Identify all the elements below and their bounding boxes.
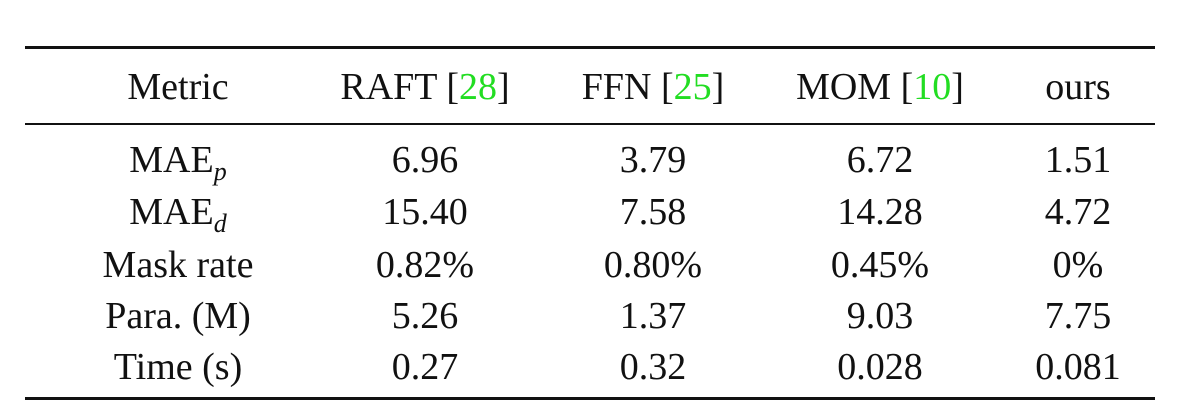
header-text: ] xyxy=(496,66,510,108)
value-cell: 14.28 xyxy=(837,193,923,231)
value-cell: 4.72 xyxy=(1045,193,1112,231)
value-cell: 5.26 xyxy=(392,297,459,335)
value: 5.26 xyxy=(391,295,459,337)
value-cell: 0.27 xyxy=(392,348,459,386)
value-cell: 0.028 xyxy=(837,348,923,386)
value-cell: 6.72 xyxy=(847,141,914,179)
value: 9.03 xyxy=(846,295,914,337)
value: 0% xyxy=(1052,244,1104,286)
value-cell: 0.45% xyxy=(831,246,929,284)
label-text: Mask rate xyxy=(102,244,254,286)
citation: 25 xyxy=(673,66,712,108)
value-cell: 0.82% xyxy=(376,246,474,284)
row-label: Mask rate xyxy=(103,246,254,284)
value: 0.80% xyxy=(603,244,703,286)
value-cell: 9.03 xyxy=(847,297,914,335)
value-cell: 3.79 xyxy=(620,141,687,179)
value: 0.82% xyxy=(375,244,475,286)
value: 3.79 xyxy=(619,139,687,181)
label-text: MAE xyxy=(129,139,214,181)
value: 0.32 xyxy=(619,346,687,388)
label-text: MAE xyxy=(129,191,214,233)
header-text: MOM [ xyxy=(796,66,914,108)
row-label: MAEp xyxy=(129,139,226,185)
value: 7.58 xyxy=(619,191,687,233)
value: 0.27 xyxy=(391,346,459,388)
header-text: ] xyxy=(951,66,964,108)
value-cell: 1.37 xyxy=(620,297,687,335)
header-text: ] xyxy=(711,66,725,108)
subscript: d xyxy=(213,209,227,238)
value-cell: 7.58 xyxy=(620,193,687,231)
value-cell: 0.081 xyxy=(1035,348,1121,386)
value-cell: 0.32 xyxy=(620,348,687,386)
header-cell: MOM [10] xyxy=(796,68,964,106)
value: 0.081 xyxy=(1035,346,1121,388)
value: 1.37 xyxy=(619,295,687,337)
value: 0.028 xyxy=(837,346,923,388)
value: 15.40 xyxy=(382,191,468,233)
header-text: RAFT [ xyxy=(340,66,459,108)
header-cell: Metric xyxy=(127,68,228,106)
header-text: Metric xyxy=(127,66,229,108)
label-text: Time (s) xyxy=(113,346,243,388)
header-text: FFN [ xyxy=(581,66,674,108)
value: 0.45% xyxy=(830,244,930,286)
header-cell: ours xyxy=(1045,68,1110,106)
value: 6.96 xyxy=(391,139,459,181)
row-label: Para. (M) xyxy=(105,297,251,335)
value-cell: 7.75 xyxy=(1045,297,1112,335)
citation: 28 xyxy=(458,66,497,108)
value-cell: 0.80% xyxy=(604,246,702,284)
value-cell: 15.40 xyxy=(382,193,468,231)
value: 14.28 xyxy=(837,191,923,233)
bottom-rule xyxy=(25,397,1155,400)
mid-rule xyxy=(25,123,1155,125)
citation: 10 xyxy=(913,66,952,108)
row-label: MAEd xyxy=(129,191,226,237)
value: 1.51 xyxy=(1044,139,1112,181)
value: 4.72 xyxy=(1044,191,1112,233)
row-label: Time (s) xyxy=(114,348,242,386)
header-cell: RAFT [28] xyxy=(340,68,509,106)
label-text: Para. (M) xyxy=(105,295,251,337)
top-rule xyxy=(25,46,1155,49)
value-cell: 0% xyxy=(1053,246,1104,284)
value: 7.75 xyxy=(1044,295,1112,337)
header-cell: FFN [25] xyxy=(582,68,725,106)
value: 6.72 xyxy=(846,139,914,181)
value-cell: 6.96 xyxy=(392,141,459,179)
value-cell: 1.51 xyxy=(1045,141,1112,179)
subscript: p xyxy=(213,157,227,186)
header-text: ours xyxy=(1045,66,1111,108)
